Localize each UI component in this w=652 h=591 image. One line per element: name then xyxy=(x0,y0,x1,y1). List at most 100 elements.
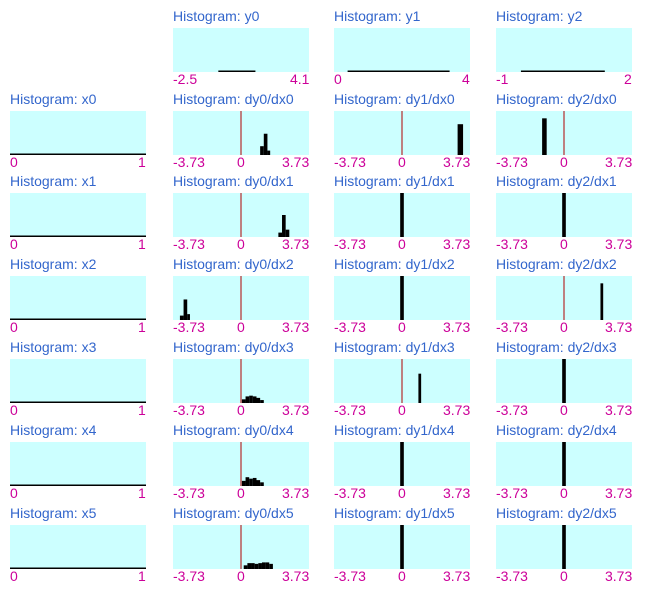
tick-label: 0 xyxy=(10,485,18,501)
panel-title: Histogram: dy2/dx5 xyxy=(496,505,617,521)
histogram-bar xyxy=(10,318,146,320)
histogram-bar xyxy=(256,397,261,403)
tick-label: 0 xyxy=(237,402,245,418)
histogram-panel-x4: Histogram: x4 0 1 xyxy=(10,422,172,504)
histogram-svg xyxy=(218,70,256,72)
histogram-panel-dy2-dx4: Histogram: dy2/dx4 -3.73 0 3.73 xyxy=(496,422,652,504)
panel-title: Histogram: dy2/dx3 xyxy=(496,339,617,355)
tick-label: 0 xyxy=(10,154,18,170)
histogram-bar xyxy=(245,477,250,486)
histogram-bar xyxy=(254,563,259,569)
histogram-svg xyxy=(10,235,146,237)
tick-label: -3.73 xyxy=(496,154,528,170)
histogram-svg xyxy=(400,442,404,486)
histogram-bar xyxy=(457,124,464,155)
plot-area xyxy=(334,276,470,320)
plot-area xyxy=(334,442,470,486)
tick-label: -3.73 xyxy=(173,319,205,335)
histogram-bar xyxy=(269,563,273,569)
histogram-bar xyxy=(263,133,268,155)
tick-label: 3.73 xyxy=(443,568,471,584)
tick-label: 0 xyxy=(334,71,342,87)
plot-area xyxy=(496,111,632,155)
plot-area xyxy=(496,28,632,72)
histogram-svg xyxy=(542,111,565,155)
histogram-bar xyxy=(241,399,246,403)
histogram-svg xyxy=(10,484,146,486)
histogram-bar xyxy=(562,525,566,569)
tick-label: 0 xyxy=(10,402,18,418)
histogram-bar xyxy=(10,567,146,569)
histogram-bar xyxy=(249,395,253,403)
tick-label: 0 xyxy=(10,568,18,584)
panel-title: Histogram: dy2/dx2 xyxy=(496,256,617,272)
plot-area xyxy=(334,193,470,237)
histogram-bar xyxy=(251,563,255,569)
plot-area xyxy=(173,359,309,403)
tick-label: 3.73 xyxy=(282,568,310,584)
plot-area xyxy=(10,359,146,403)
histogram-panel-dy2-dx3: Histogram: dy2/dx3 -3.73 0 3.73 xyxy=(496,339,652,421)
histogram-svg xyxy=(10,318,146,320)
histogram-bar xyxy=(183,299,188,320)
plot-area xyxy=(10,276,146,320)
plot-area xyxy=(173,28,309,72)
plot-area xyxy=(334,111,470,155)
histogram-panel-y0: Histogram: y0 -2.5 4.1 xyxy=(173,8,335,90)
tick-label: 1 xyxy=(138,485,146,501)
panel-title: Histogram: dy0/dx1 xyxy=(173,173,294,189)
histogram-bar xyxy=(600,283,604,320)
tick-label: 0 xyxy=(398,402,406,418)
plot-area xyxy=(173,442,309,486)
tick-label: -3.73 xyxy=(173,568,205,584)
histogram-bar xyxy=(562,359,566,403)
tick-label: 3.73 xyxy=(443,319,471,335)
plot-area xyxy=(334,525,470,569)
histogram-svg xyxy=(240,442,264,486)
histogram-bar xyxy=(258,563,262,569)
tick-label: 4.1 xyxy=(290,71,310,87)
histogram-panel-dy0-dx2: Histogram: dy0/dx2 -3.73 0 3.73 xyxy=(173,256,335,338)
tick-label: 3.73 xyxy=(282,319,310,335)
histogram-bar xyxy=(187,314,190,320)
histogram-bar xyxy=(278,232,283,237)
histogram-panel-dy0-dx5: Histogram: dy0/dx5 -3.73 0 3.73 xyxy=(173,505,335,587)
tick-label: 4 xyxy=(462,71,470,87)
panel-title: Histogram: dy1/dx5 xyxy=(334,505,455,521)
plot-area xyxy=(334,359,470,403)
histogram-bar xyxy=(265,562,270,569)
tick-label: 0 xyxy=(560,402,568,418)
tick-label: 3.73 xyxy=(605,154,633,170)
panel-title: Histogram: x2 xyxy=(10,256,97,272)
histogram-bar xyxy=(10,235,146,237)
histogram-svg xyxy=(400,276,404,320)
histogram-panel-dy2-dx0: Histogram: dy2/dx0 -3.73 0 3.73 xyxy=(496,91,652,173)
tick-label: 2 xyxy=(624,71,632,87)
panel-title: Histogram: dy0/dx0 xyxy=(173,91,294,107)
histogram-svg xyxy=(10,567,146,569)
histogram-bar xyxy=(241,480,246,486)
tick-label: -3.73 xyxy=(334,568,366,584)
panel-title: Histogram: x1 xyxy=(10,173,97,189)
tick-label: 3.73 xyxy=(605,236,633,252)
histogram-panel-dy0-dx0: Histogram: dy0/dx0 -3.73 0 3.73 xyxy=(173,91,335,173)
histogram-bar xyxy=(542,118,547,155)
histogram-bar xyxy=(285,229,290,237)
tick-label: 3.73 xyxy=(605,568,633,584)
tick-label: 1 xyxy=(138,319,146,335)
histogram-bar xyxy=(562,193,566,237)
tick-label: -3.73 xyxy=(173,236,205,252)
plot-area xyxy=(496,193,632,237)
tick-label: 3.73 xyxy=(443,236,471,252)
histogram-svg xyxy=(10,401,146,403)
plot-area xyxy=(10,525,146,569)
histogram-panel-dy0-dx3: Histogram: dy0/dx3 -3.73 0 3.73 xyxy=(173,339,335,421)
histogram-panel-dy1-dx2: Histogram: dy1/dx2 -3.73 0 3.73 xyxy=(334,256,496,338)
panel-title: Histogram: dy0/dx2 xyxy=(173,256,294,272)
tick-label: 0 xyxy=(560,319,568,335)
histogram-bar xyxy=(520,70,605,72)
histogram-svg xyxy=(10,153,146,155)
plot-area xyxy=(10,442,146,486)
tick-label: 1 xyxy=(138,236,146,252)
histogram-svg xyxy=(179,276,242,320)
